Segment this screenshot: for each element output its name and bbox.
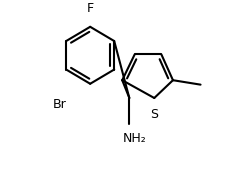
Text: S: S (150, 108, 158, 121)
Text: Br: Br (53, 98, 67, 111)
Text: F: F (87, 2, 94, 15)
Text: NH₂: NH₂ (123, 132, 147, 146)
